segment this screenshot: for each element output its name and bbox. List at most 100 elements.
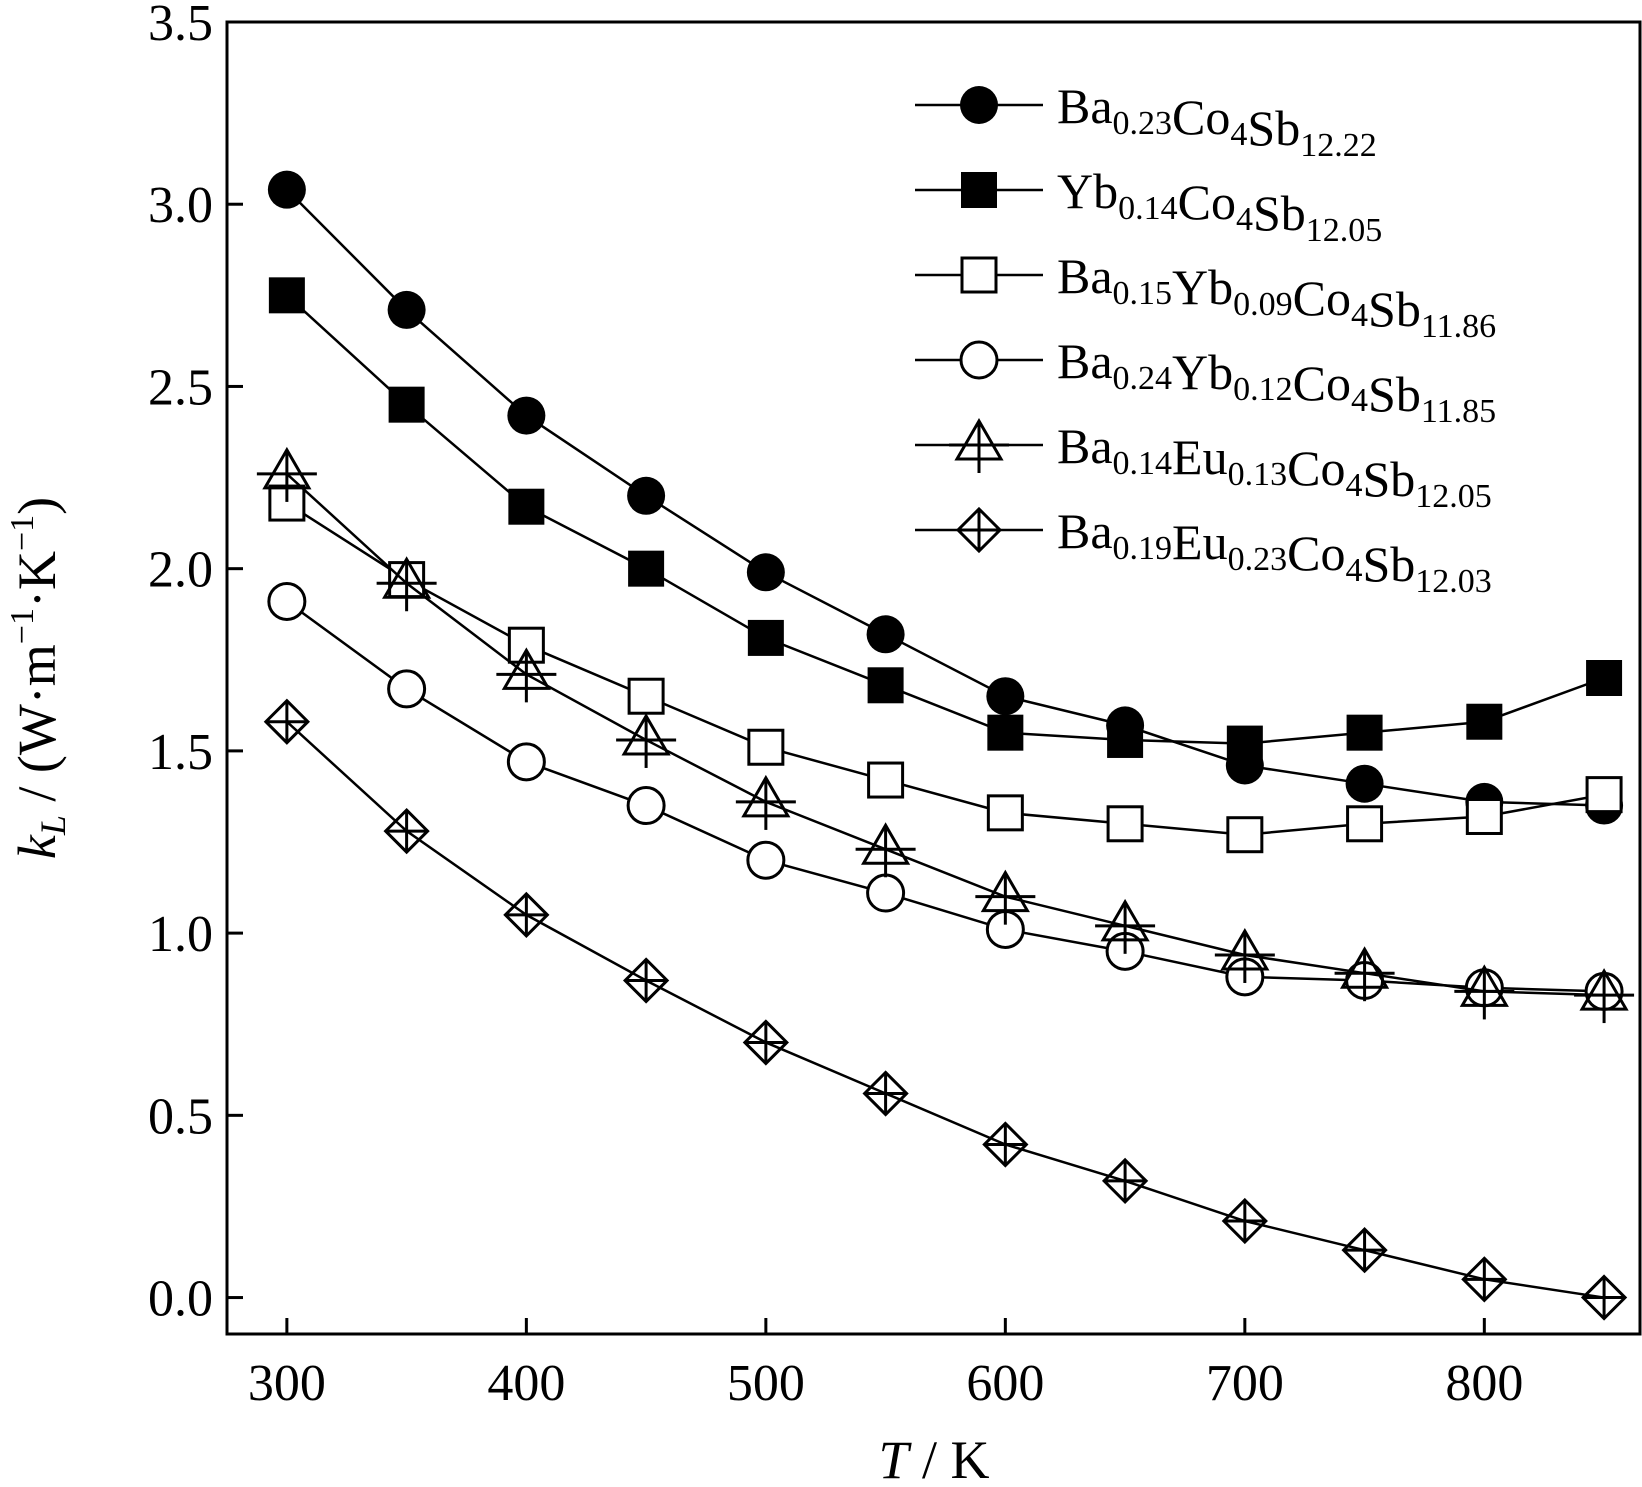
data-point — [1214, 927, 1275, 983]
x-tick-label: 600 — [966, 1355, 1044, 1412]
series-2 — [268, 277, 1623, 762]
data-point — [626, 786, 666, 826]
data-point — [1585, 776, 1623, 814]
legend-marker — [961, 172, 997, 208]
data-point — [866, 873, 906, 913]
x-tick-label: 400 — [487, 1355, 565, 1412]
data-point — [1226, 725, 1263, 762]
data-point — [862, 1070, 909, 1117]
y-tick-label: 0.5 — [148, 1088, 213, 1145]
data-point — [746, 840, 786, 880]
data-point — [1106, 805, 1144, 843]
legend-marker — [960, 86, 998, 124]
data-point — [747, 619, 784, 656]
data-point — [1465, 797, 1503, 835]
legend-marker — [949, 418, 1009, 473]
data-point — [746, 553, 785, 592]
series-layer — [256, 170, 1635, 1321]
data-point — [387, 290, 426, 329]
legend-item: Ba0.23Co4Sb12.22 — [915, 78, 1377, 164]
y-axis-title: kL / (W·m−1·K−1) — [4, 497, 73, 859]
data-point — [1101, 1157, 1149, 1205]
data-point — [503, 891, 550, 939]
legend-item: Yb0.14Co4Sb12.05 — [915, 163, 1382, 249]
legend-item: Ba0.14Eu0.13Co4Sb12.05 — [915, 418, 1492, 515]
series-line — [286, 294, 1605, 745]
legend-item: Ba0.19Eu0.23Co4Sb12.03 — [915, 503, 1492, 600]
data-point — [867, 761, 905, 799]
x-tick-label: 500 — [727, 1355, 805, 1412]
series-line — [286, 720, 1605, 1299]
series-3 — [268, 484, 1623, 854]
data-point — [383, 807, 430, 855]
x-axis: 300 400 500 600 700 800 — [248, 1318, 1523, 1412]
legend-label: Yb0.14Co4Sb12.05 — [1057, 163, 1382, 249]
data-point — [986, 794, 1024, 832]
legend-marker — [955, 506, 1003, 554]
legend-label: Ba0.23Co4Sb12.22 — [1057, 78, 1377, 164]
data-point — [376, 556, 437, 612]
data-point — [268, 277, 305, 314]
y-tick-label: 1.5 — [148, 724, 213, 781]
data-point — [506, 742, 546, 782]
data-point — [267, 581, 307, 621]
y-tick-label: 1.0 — [148, 906, 213, 963]
data-point — [1586, 660, 1623, 696]
data-point — [735, 774, 796, 830]
legend-label: Ba0.24Yb0.12Co4Sb11.85 — [1057, 333, 1496, 430]
legend-marker — [960, 256, 998, 294]
data-point — [1341, 1227, 1388, 1274]
series-line — [286, 472, 1605, 997]
data-point — [267, 170, 306, 209]
data-point — [1580, 1274, 1628, 1321]
data-point — [256, 446, 317, 502]
x-tick-label: 300 — [248, 1355, 326, 1412]
data-point — [742, 1019, 789, 1066]
legend: Ba0.23Co4Sb12.22Yb0.14Co4Sb12.05Ba0.15Yb… — [915, 78, 1496, 600]
y-tick-label: 2.0 — [148, 542, 213, 599]
data-point — [1574, 968, 1635, 1024]
legend-item: Ba0.24Yb0.12Co4Sb11.85 — [915, 333, 1496, 430]
data-point — [1221, 1197, 1268, 1245]
data-point — [628, 550, 665, 587]
data-point — [1226, 816, 1264, 854]
data-point — [387, 669, 427, 709]
data-point — [622, 957, 670, 1004]
data-point — [1345, 764, 1384, 803]
data-point — [496, 647, 557, 703]
data-point — [982, 1121, 1029, 1168]
data-point — [627, 476, 666, 515]
data-point — [388, 386, 425, 423]
legend-marker — [959, 340, 999, 380]
legend-label: Ba0.19Eu0.23Co4Sb12.03 — [1057, 503, 1492, 600]
data-point — [507, 396, 546, 435]
data-point — [1454, 964, 1515, 1020]
data-point — [987, 714, 1024, 751]
data-point — [866, 615, 905, 654]
data-point — [1346, 714, 1383, 751]
x-tick-label: 800 — [1445, 1355, 1523, 1412]
legend-item: Ba0.15Yb0.09Co4Sb11.86 — [915, 248, 1496, 345]
x-tick-label: 700 — [1206, 1355, 1284, 1412]
data-point — [1461, 1256, 1508, 1303]
series-5 — [256, 446, 1635, 1024]
plot-frame — [225, 20, 1642, 1336]
series-6 — [263, 698, 1628, 1321]
data-point — [1107, 721, 1144, 758]
data-point — [263, 698, 310, 745]
y-tick-label: 3.5 — [148, 0, 213, 52]
data-point — [747, 728, 785, 766]
data-point — [975, 869, 1036, 925]
series-line — [285, 188, 1605, 807]
y-tick-label: 2.5 — [148, 359, 213, 416]
data-point — [508, 488, 545, 525]
data-point — [1466, 703, 1503, 740]
data-point — [855, 822, 916, 878]
data-point — [616, 712, 677, 768]
legend-label: Ba0.15Yb0.09Co4Sb11.86 — [1057, 248, 1496, 345]
legend-label: Ba0.14Eu0.13Co4Sb12.05 — [1057, 418, 1492, 515]
data-point — [867, 667, 904, 704]
data-point — [986, 677, 1025, 716]
data-point — [1334, 946, 1395, 1002]
